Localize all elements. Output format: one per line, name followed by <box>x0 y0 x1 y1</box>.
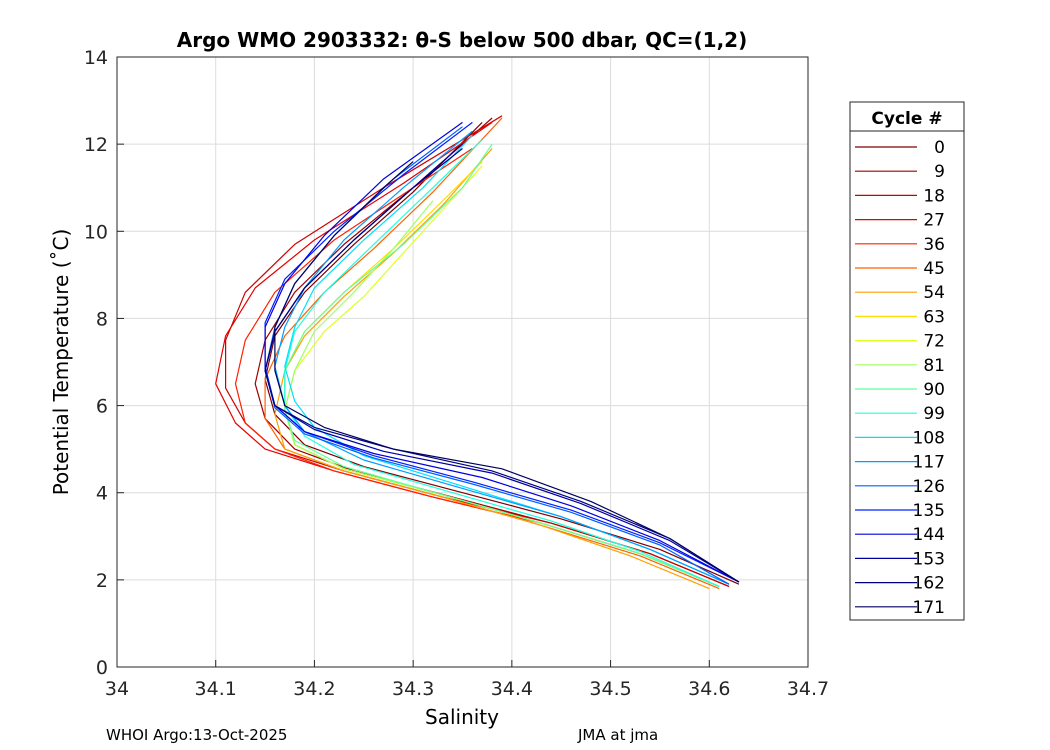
y-tick-label: 10 <box>84 221 108 243</box>
legend-label-63: 63 <box>923 307 945 327</box>
series-line-cycle-162 <box>264 148 740 583</box>
y-tick-label: 0 <box>96 657 108 679</box>
x-tick-label: 34.1 <box>195 678 237 700</box>
legend-label-90: 90 <box>923 380 945 400</box>
y-ticks: 0 2 4 6 8 10 12 14 <box>84 47 124 679</box>
legend-label-81: 81 <box>923 356 945 376</box>
legend-label-72: 72 <box>923 332 945 352</box>
x-ticks: 34 34.1 34.2 34.3 34.4 34.5 34.6 34.7 <box>105 660 829 700</box>
legend-label-99: 99 <box>923 404 945 424</box>
legend-title: Cycle # <box>871 109 942 129</box>
legend-label-0: 0 <box>934 138 945 158</box>
footer-left: WHOI Argo:13-Oct-2025 <box>106 726 288 744</box>
legend-label-9: 9 <box>934 162 945 182</box>
series-line-cycle-171 <box>274 161 740 583</box>
x-axis-label: Salinity <box>425 705 499 729</box>
legend-label-135: 135 <box>913 501 945 521</box>
footer-right: JMA at jma <box>578 726 659 744</box>
legend-entries: 0 9 18 27 36 45 54 63 72 81 90 99 108 117 126 135 144 153… <box>855 138 945 618</box>
y-tick-label: 6 <box>96 396 108 418</box>
legend-label-144: 144 <box>913 525 945 545</box>
legend-label-126: 126 <box>913 477 945 497</box>
legend-label-36: 36 <box>923 235 945 255</box>
chart-title: Argo WMO 2903332: θ-S below 500 dbar, QC… <box>177 28 747 52</box>
x-tick-label: 34 <box>105 678 129 700</box>
legend: Cycle # 0 9 18 27 36 45 54 63 72 81 90 99 108 117 126 1… <box>849 101 965 621</box>
legend-label-54: 54 <box>923 283 945 303</box>
y-axis-label: Potential Temperature (˚C) <box>49 229 73 496</box>
legend-label-108: 108 <box>913 428 945 448</box>
legend-label-45: 45 <box>923 259 945 279</box>
y-tick-label: 8 <box>96 308 108 330</box>
y-tick-label: 2 <box>96 570 108 592</box>
x-tick-label: 34.2 <box>293 678 335 700</box>
legend-label-18: 18 <box>923 186 945 206</box>
x-tick-label: 34.5 <box>589 678 631 700</box>
x-tick-label: 34.4 <box>491 678 533 700</box>
legend-label-171: 171 <box>913 598 945 618</box>
legend-label-153: 153 <box>913 549 945 569</box>
legend-box <box>849 101 965 621</box>
y-tick-label: 12 <box>84 134 108 156</box>
series-line-cycle-90 <box>284 143 720 587</box>
legend-label-27: 27 <box>923 211 945 231</box>
x-tick-label: 34.3 <box>392 678 434 700</box>
y-tick-label: 4 <box>96 483 108 505</box>
legend-label-117: 117 <box>913 453 945 473</box>
x-tick-label: 34.7 <box>787 678 829 700</box>
plot-frame <box>116 56 809 668</box>
x-tick-label: 34.6 <box>688 678 730 700</box>
y-tick-label: 14 <box>84 47 108 69</box>
legend-label-162: 162 <box>913 574 945 594</box>
series-layer <box>215 115 740 590</box>
